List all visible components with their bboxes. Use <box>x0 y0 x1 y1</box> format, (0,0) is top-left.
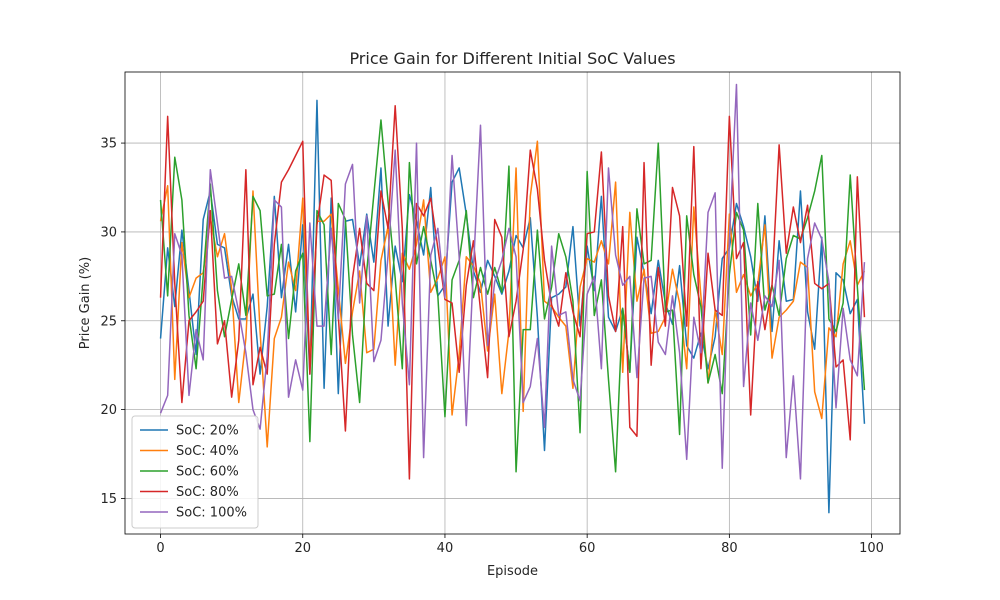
x-tick-label: 20 <box>294 541 311 556</box>
legend: SoC: 20% SoC: 40% SoC: 60% SoC: 80% SoC: 100… <box>131 415 259 529</box>
series-line-4 <box>159 105 866 480</box>
chart-title: Price Gain for Different Initial SoC Val… <box>349 49 675 68</box>
y-tick-label: 20 <box>100 403 117 418</box>
y-tick-label: 30 <box>100 225 117 240</box>
plot-area: 0 20 40 60 80 100 15 20 25 30 35 <box>100 71 901 556</box>
y-tick-label: 35 <box>100 137 117 152</box>
legend-box <box>131 415 259 529</box>
x-tick-label: 60 <box>579 541 596 556</box>
x-tick-label: 100 <box>859 541 884 556</box>
legend-label: SoC: 80% <box>176 485 239 500</box>
x-tick-label: 80 <box>721 541 738 556</box>
y-axis-label: Price Gain (%) <box>78 257 93 349</box>
y-tick-label: 25 <box>100 314 117 329</box>
legend-label: SoC: 100% <box>176 506 247 521</box>
x-tick-label: 40 <box>437 541 454 556</box>
x-axis-label: Episode <box>487 564 538 579</box>
legend-label: SoC: 20% <box>176 424 239 439</box>
legend-label: SoC: 40% <box>176 444 239 459</box>
series-line-5 <box>159 83 866 480</box>
x-tick-label: 0 <box>156 541 164 556</box>
axes-frame <box>124 71 901 535</box>
legend-label: SoC: 60% <box>176 465 239 480</box>
y-tick-label: 15 <box>100 492 117 507</box>
